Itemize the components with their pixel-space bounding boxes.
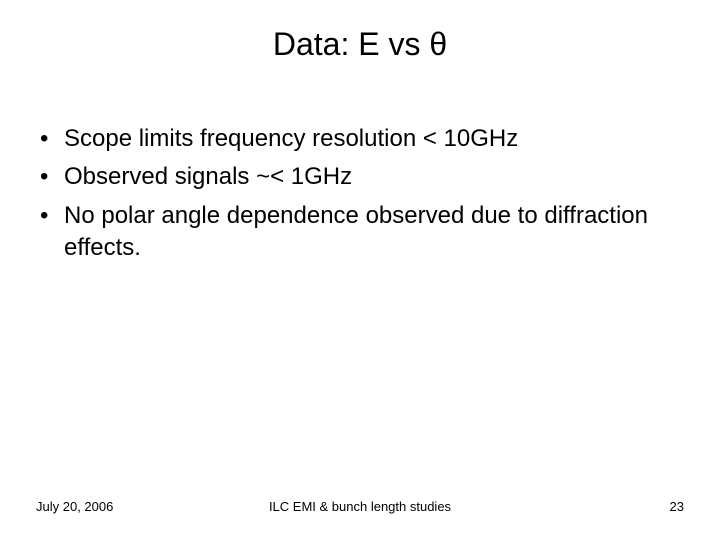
slide-footer: July 20, 2006 ILC EMI & bunch length stu… xyxy=(36,499,684,514)
slide-title: Data: E vs θ xyxy=(36,26,684,63)
footer-date: July 20, 2006 xyxy=(36,499,113,514)
slide-body: Scope limits frequency resolution < 10GH… xyxy=(36,123,684,265)
bullet-list: Scope limits frequency resolution < 10GH… xyxy=(36,123,684,265)
footer-center-text: ILC EMI & bunch length studies xyxy=(269,499,451,514)
bullet-item: Observed signals ~< 1GHz xyxy=(36,161,684,193)
slide: Data: E vs θ Scope limits frequency reso… xyxy=(0,0,720,540)
footer-page-number: 23 xyxy=(670,499,684,514)
bullet-item: Scope limits frequency resolution < 10GH… xyxy=(36,123,684,155)
bullet-item: No polar angle dependence observed due t… xyxy=(36,200,684,265)
